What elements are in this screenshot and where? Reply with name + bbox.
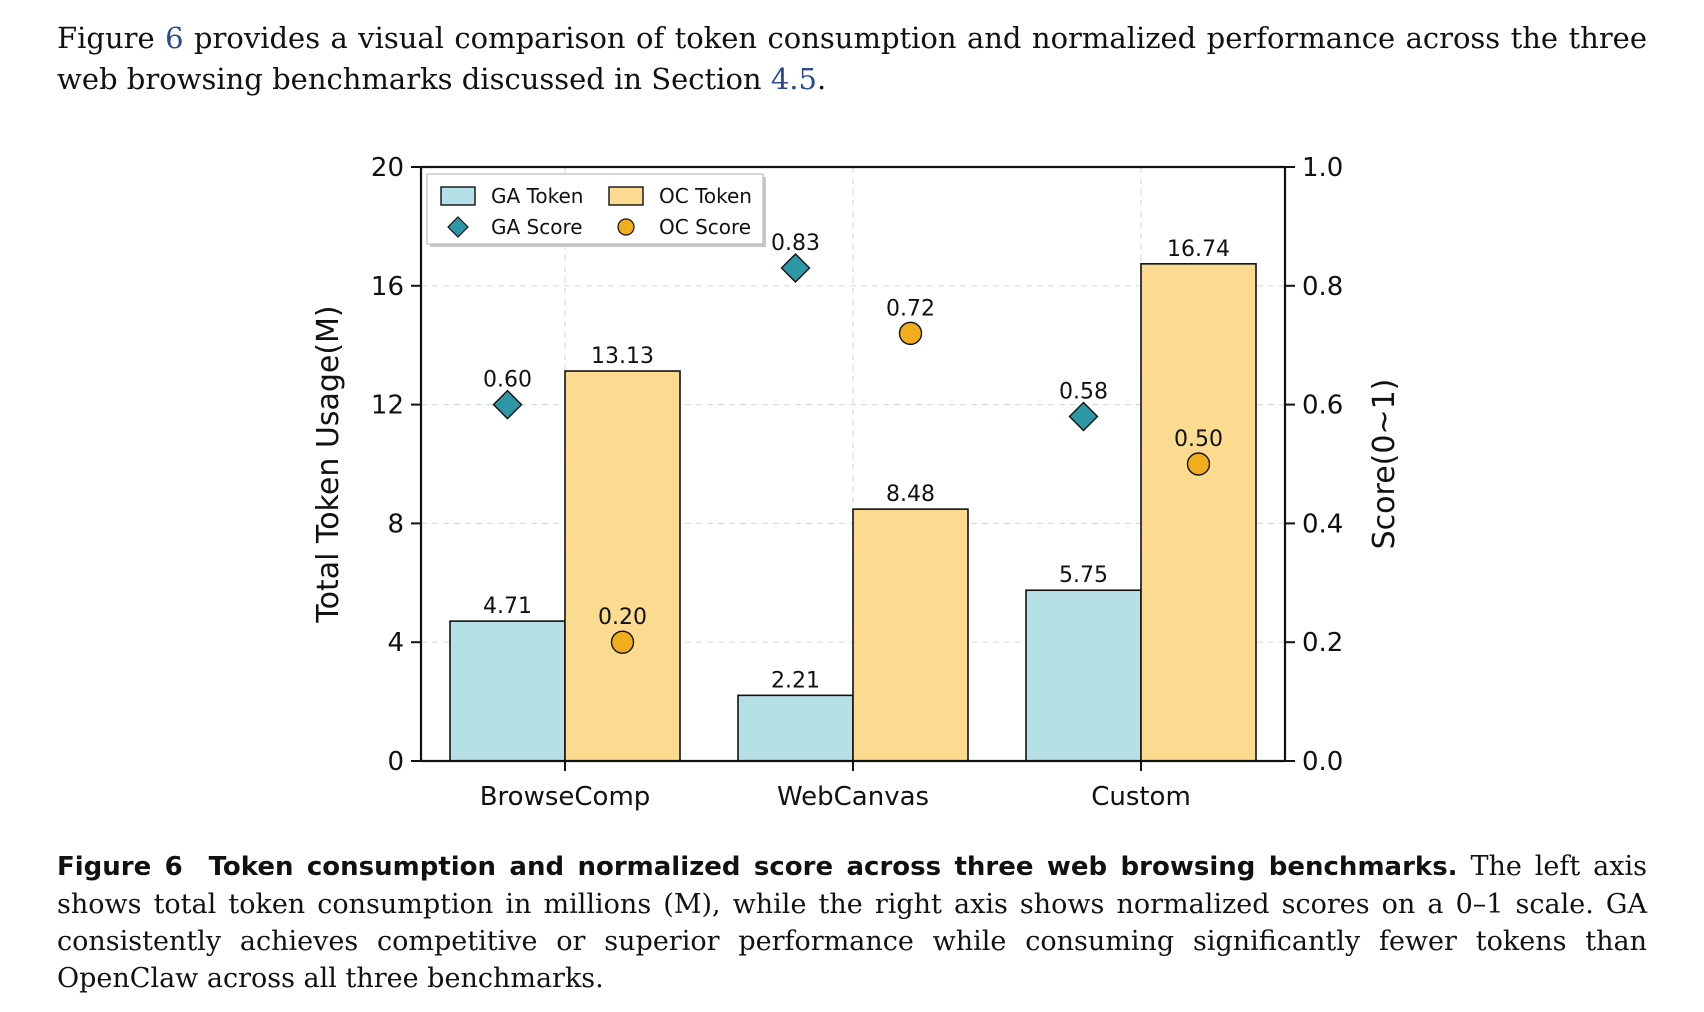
left-axis-title: Total Token Usage(M) (311, 305, 346, 623)
score-value-label: 0.20 (598, 605, 647, 630)
oc-score-marker (898, 321, 923, 346)
oc-score-marker (1186, 452, 1211, 476)
bar-value-label: 16.74 (1167, 237, 1230, 262)
bar-ga-token (1025, 589, 1142, 762)
legend-swatch-diamond (447, 216, 469, 238)
right-tick-label: 0.6 (1302, 391, 1343, 421)
caption-body: The left axis shows total token consumpt… (57, 851, 1647, 994)
bar-ga-token (449, 620, 566, 762)
bar-value-label: 8.48 (886, 482, 935, 507)
bar-value-label: 5.75 (1059, 563, 1108, 588)
right-tick-label: 0.0 (1302, 747, 1343, 777)
caption-title: Token consumption and normalized score a… (208, 852, 1458, 882)
score-value-label: 0.60 (483, 368, 532, 393)
bar-oc-token (564, 370, 681, 762)
bar-value-label: 2.21 (771, 668, 820, 693)
legend-swatch-bar (440, 186, 476, 206)
score-value-label: 0.58 (1059, 379, 1108, 404)
intro-text-1: Figure (57, 21, 166, 55)
token-score-chart: 4.712.215.7513.138.4816.740.600.830.580.… (311, 153, 1402, 812)
left-tick-label: 0 (387, 747, 404, 777)
left-tick-label: 20 (371, 153, 404, 183)
score-value-label: 0.83 (771, 231, 820, 256)
intro-text-3: . (816, 62, 827, 96)
bar-oc-token (852, 508, 969, 762)
legend-label: OC Token (659, 184, 752, 208)
right-tick-label: 0.2 (1302, 628, 1343, 658)
bar-value-label: 13.13 (591, 344, 654, 369)
legend-swatch-bar (608, 186, 644, 206)
intro-paragraph: Figure 6 provides a visual comparison of… (57, 18, 1647, 100)
bar-ga-token (737, 694, 854, 762)
x-tick-label: Custom (1091, 782, 1191, 812)
right-axis-title: Score(0~1) (1367, 379, 1402, 550)
legend-label: GA Score (491, 215, 583, 239)
bar-oc-token (1140, 263, 1257, 762)
right-tick-label: 0.8 (1302, 272, 1343, 302)
score-value-label: 0.50 (1174, 427, 1223, 452)
left-tick-label: 16 (371, 272, 404, 302)
ga-score-marker (780, 252, 811, 283)
score-value-label: 0.72 (886, 296, 935, 321)
figure-reference-link[interactable]: 6 (165, 21, 184, 55)
intro-text-2: provides a visual comparison of token co… (57, 21, 1647, 96)
right-tick-label: 0.4 (1302, 509, 1343, 539)
x-tick-label: BrowseComp (480, 782, 651, 812)
figure-caption: Figure 6 Token consumption and normalize… (57, 848, 1647, 997)
left-tick-label: 12 (371, 391, 404, 421)
caption-label: Figure 6 (57, 852, 183, 882)
ga-score-marker (1068, 401, 1099, 432)
left-tick-label: 8 (387, 509, 404, 539)
oc-score-marker (610, 630, 635, 654)
ga-score-marker (492, 389, 523, 420)
bar-value-label: 4.71 (483, 594, 532, 619)
legend-swatch-circle (617, 218, 635, 236)
left-tick-label: 4 (387, 628, 404, 658)
section-reference-link[interactable]: 4.5 (770, 62, 817, 96)
legend-label: GA Token (491, 184, 583, 208)
legend-box (426, 173, 764, 245)
legend-label: OC Score (659, 215, 751, 239)
x-tick-label: WebCanvas (777, 782, 929, 812)
right-tick-label: 1.0 (1302, 153, 1343, 183)
